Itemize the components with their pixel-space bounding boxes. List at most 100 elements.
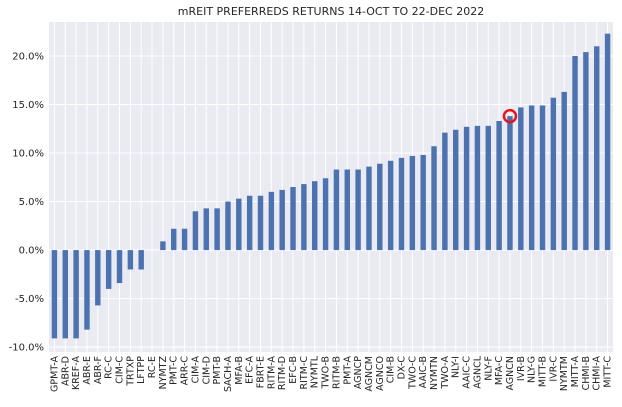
- bar-agnco: [377, 163, 383, 251]
- x-tick-label: MITT-A: [570, 356, 581, 388]
- bar-nly-g: [528, 105, 535, 251]
- x-axis-ticks: GPMT-A ABR-D KREF-A ABR-E ABR-F RC-C CIM-C TRTX…: [49, 355, 613, 392]
- bar-agncl: [474, 125, 481, 251]
- bar-efc-b: [290, 187, 296, 251]
- bar-ivr-c: [550, 97, 557, 251]
- bar-ritm-a: [268, 191, 275, 251]
- bar-nly-i: [453, 129, 459, 251]
- x-tick-label: IVR-C: [548, 356, 559, 382]
- x-tick-label: ARR-C: [180, 356, 191, 386]
- x-tick-label: CIM-C: [115, 356, 126, 384]
- x-tick-label: RITM-B: [331, 356, 342, 389]
- highlight-circle: [502, 108, 518, 124]
- y-tick-label: 20.0%: [12, 51, 44, 62]
- bar-agncn: [507, 116, 513, 251]
- y-tick-label: 15.0%: [12, 100, 44, 111]
- x-tick-label: TRTXP: [125, 356, 136, 387]
- x-tick-label: KREF-A: [71, 355, 82, 390]
- bar-ritm-d: [279, 189, 285, 251]
- bar-rc-c: [105, 250, 112, 289]
- x-tick-label: AGNCL: [472, 355, 483, 388]
- x-tick-label: AGNCO: [375, 356, 386, 391]
- bar-mitt-c: [604, 33, 611, 251]
- y-tick-label: 5.0%: [19, 197, 44, 208]
- x-tick-label: AGNCN: [505, 356, 516, 391]
- bar-pmt-b: [214, 208, 220, 251]
- x-tick-label: EFC-A: [245, 356, 256, 384]
- bar-cim-b: [387, 160, 394, 251]
- x-tick-label: MITT-C: [603, 356, 614, 388]
- bar-agncp: [355, 169, 361, 251]
- x-tick-label: MITT-B: [538, 356, 549, 387]
- y-tick-label: 10.0%: [12, 149, 44, 160]
- x-tick-label: RC-E: [147, 356, 158, 378]
- x-tick-label: SACH-A: [223, 356, 234, 393]
- x-tick-label: ABR-E: [82, 356, 93, 385]
- gridlines: [49, 22, 613, 352]
- x-tick-label: NLY-F: [483, 356, 494, 381]
- x-tick-label: PMT-B: [212, 356, 223, 384]
- x-tick-label: LFTPP: [136, 356, 147, 384]
- bar-dx-c: [398, 157, 405, 251]
- bar-ritm-c: [301, 184, 307, 251]
- bar-abr-e: [84, 250, 90, 330]
- y-axis-ticks: -10.0% -5.0% 0.0% 5.0% 10.0% 15.0% 20.0%: [9, 51, 44, 353]
- x-tick-label: MFA-B: [234, 356, 245, 385]
- plot-background: [49, 22, 613, 352]
- x-tick-label: NYMTZ: [158, 356, 169, 390]
- bar-pmt-a: [344, 169, 350, 251]
- x-tick-label: TWO-A: [440, 355, 451, 389]
- x-tick-label: RITM-D: [277, 356, 288, 390]
- x-tick-label: DX-C: [397, 356, 408, 380]
- x-tick-label: FBRT-E: [256, 356, 267, 388]
- x-tick-label: EFC-B: [288, 356, 299, 384]
- bar-lftpp: [138, 250, 144, 270]
- bar-kref-a: [73, 250, 79, 339]
- bar-mfa-b: [236, 198, 242, 251]
- bar-arr-c: [181, 228, 188, 251]
- chart-title: mREIT PREFERREDS RETURNS 14-OCT TO 22-DE…: [178, 5, 484, 18]
- bar-nymtm: [561, 91, 567, 251]
- x-tick-label: CHMI-B: [581, 356, 592, 390]
- bars: [51, 33, 611, 339]
- x-tick-label: NLY-I: [451, 356, 462, 378]
- bar-chmi-a: [594, 46, 600, 251]
- bar-aaic-c: [463, 126, 470, 251]
- x-tick-label: NYMTL: [310, 355, 321, 388]
- bar-nly-f: [485, 125, 491, 251]
- x-tick-label: PMT-A: [342, 356, 353, 385]
- bar-mfa-c: [496, 121, 502, 251]
- bar-cim-c: [116, 250, 123, 284]
- bar-nymtl: [312, 181, 318, 251]
- bar-two-a: [442, 132, 448, 251]
- bar-trtxp: [127, 250, 134, 270]
- bar-agncm: [366, 166, 372, 251]
- x-tick-label: CIM-B: [386, 356, 397, 383]
- bar-nymtn: [431, 146, 437, 251]
- bar-pmt-c: [171, 228, 177, 251]
- x-tick-label: IVR-B: [516, 356, 527, 381]
- x-tick-label: AAIC-B: [418, 356, 429, 388]
- x-tick-label: AGNCM: [364, 356, 375, 392]
- bar-ritm-b: [333, 169, 340, 251]
- bar-sach-a: [225, 201, 231, 251]
- x-tick-label: PMT-C: [169, 356, 180, 385]
- bar-abr-d: [62, 250, 68, 339]
- bar-two-c: [409, 155, 416, 251]
- bar-cim-d: [203, 208, 209, 251]
- x-tick-label: RC-C: [104, 356, 115, 379]
- x-tick-label: AAIC-C: [462, 356, 473, 389]
- bar-cim-a: [192, 211, 199, 251]
- x-tick-label: AGNCP: [353, 356, 364, 389]
- x-tick-label: ABR-F: [93, 356, 104, 384]
- y-tick-label: -10.0%: [9, 343, 44, 354]
- x-tick-label: NYMTN: [429, 356, 440, 390]
- bar-nymtz: [160, 241, 166, 251]
- x-tick-label: TWO-C: [407, 356, 418, 390]
- x-tick-label: ABR-D: [60, 356, 71, 386]
- x-tick-label: TWO-B: [321, 356, 332, 390]
- bar-mitt-a: [572, 55, 578, 251]
- x-tick-label: RITM-C: [299, 356, 310, 390]
- bar-aaic-b: [420, 154, 426, 251]
